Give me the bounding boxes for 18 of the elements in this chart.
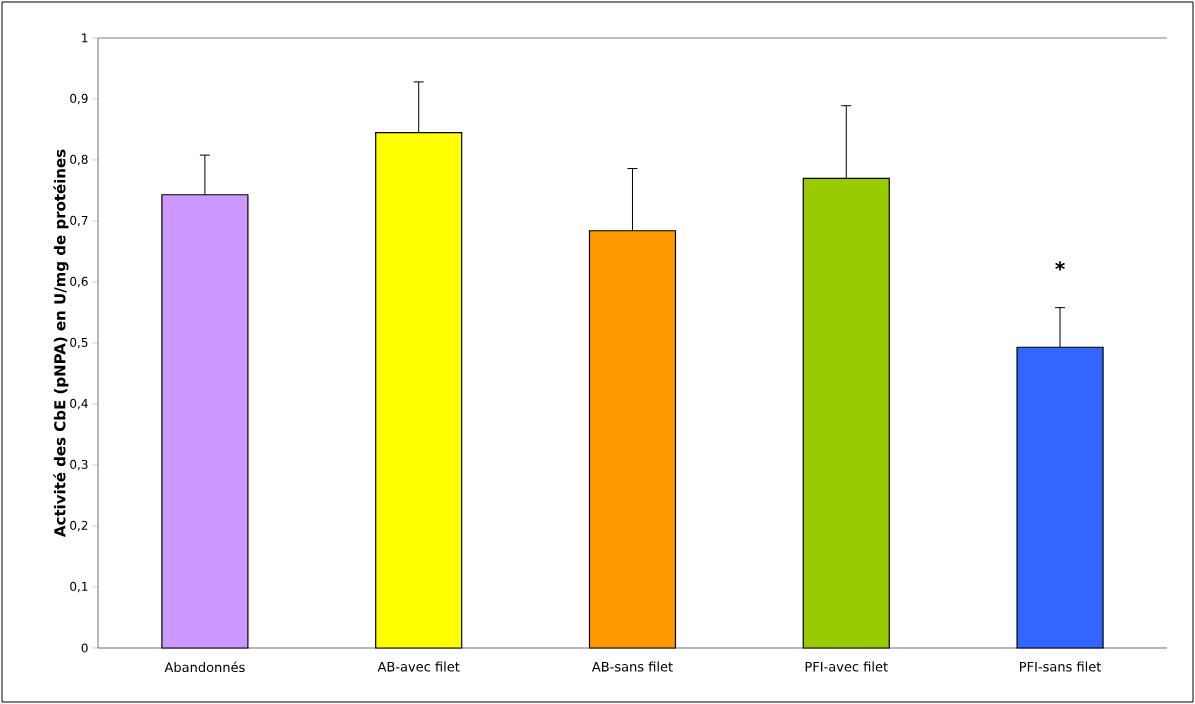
y-tick-label: 0 [81,643,88,653]
x-tick-label: PFI-avec filet [805,661,888,672]
y-tick-label: 0,2 [70,520,88,532]
x-tick-label: AB-sans filet [591,661,673,672]
y-tick-label: 0,4 [70,398,88,410]
x-tick-label: Abandonnés [164,661,245,673]
y-axis-title: Activité des CbE (pNPA) en U/mg de protéines [53,149,69,537]
y-tick-label: 0,8 [70,154,88,166]
y-tick-label: 0,5 [70,337,88,349]
y-tick-label: 0,9 [70,93,88,105]
y-tick-label: 1 [82,33,88,43]
y-tick-label: 0,1 [70,581,88,593]
y-tick-label: 0,7 [70,215,88,227]
y-tick-label: 0,6 [70,276,88,288]
y-tick-label: 0,3 [70,459,88,471]
x-tick-label: AB-avec filet [377,661,460,672]
x-tick-label: PFI-sans filet [1020,661,1102,672]
annotation: * [1055,261,1065,271]
